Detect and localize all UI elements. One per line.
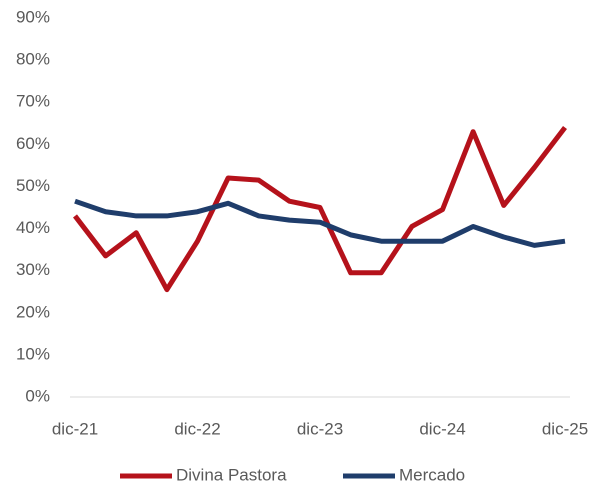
- series-line: [74, 198, 566, 248]
- legend-label: Mercado: [399, 465, 465, 484]
- y-tick-label: 70%: [16, 92, 50, 111]
- legend-label: Divina Pastora: [176, 465, 287, 484]
- x-tick-label: dic-25: [542, 419, 588, 438]
- y-tick-label: 0%: [25, 386, 50, 405]
- y-tick-label: 30%: [16, 260, 50, 279]
- y-tick-label: 80%: [16, 50, 50, 69]
- y-tick-label: 90%: [16, 7, 50, 26]
- y-tick-label: 40%: [16, 218, 50, 237]
- x-tick-label: dic-24: [419, 419, 465, 438]
- y-tick-label: 20%: [16, 302, 50, 321]
- x-tick-label: dic-21: [52, 419, 98, 438]
- series-line: [73, 125, 567, 293]
- y-tick-label: 60%: [16, 134, 50, 153]
- y-tick-label: 10%: [16, 344, 50, 363]
- y-tick-label: 50%: [16, 176, 50, 195]
- x-tick-label: dic-22: [174, 419, 220, 438]
- x-tick-label: dic-23: [297, 419, 343, 438]
